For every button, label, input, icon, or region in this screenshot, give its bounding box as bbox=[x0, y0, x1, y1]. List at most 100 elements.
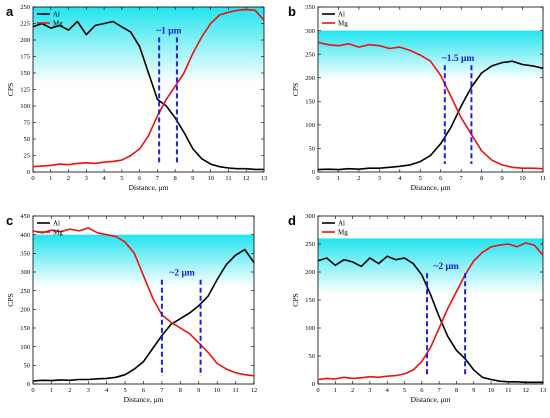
x-tick-label: 10 bbox=[488, 387, 495, 394]
y-tick-label: 450 bbox=[20, 213, 30, 220]
x-tick-label: 10 bbox=[214, 387, 221, 394]
y-tick-label: 0 bbox=[312, 381, 315, 388]
x-tick-label: 11 bbox=[232, 387, 238, 394]
y-tick-label: 150 bbox=[305, 98, 315, 105]
panel-label: d bbox=[288, 213, 296, 228]
y-tick-label: 300 bbox=[20, 269, 30, 276]
legend-label-al: Al bbox=[53, 220, 60, 228]
y-tick-label: 150 bbox=[305, 297, 315, 304]
x-tick-label: 1 bbox=[50, 387, 53, 394]
y-tick-label: 150 bbox=[20, 325, 30, 332]
x-tick-label: 12 bbox=[243, 175, 250, 182]
panel-label: b bbox=[288, 4, 296, 19]
x-tick-label: 3 bbox=[378, 175, 381, 182]
series-line-mg bbox=[317, 41, 544, 170]
x-tick-label: 5 bbox=[123, 387, 126, 394]
x-tick-label: 12 bbox=[251, 387, 258, 394]
x-tick-label: 4 bbox=[398, 175, 402, 182]
panel-c: c0 1 2 3 4 5 6 7 8 9 10 11 1205010015020025030035040… bbox=[6, 213, 257, 404]
y-tick-label: 250 bbox=[20, 4, 30, 11]
x-tick-label: 4 bbox=[386, 387, 390, 394]
width-annotation: ~1.5 μm bbox=[442, 54, 475, 64]
y-tick-label: 250 bbox=[305, 241, 315, 248]
y-tick-label: 0 bbox=[312, 169, 315, 176]
panel-label: a bbox=[6, 4, 14, 19]
width-annotation: ~1 μm bbox=[156, 26, 181, 36]
x-tick-label: 7 bbox=[160, 387, 164, 394]
x-axis-label: Distance, μm bbox=[411, 183, 451, 192]
legend-label-mg: Mg bbox=[53, 229, 63, 237]
legend-label-al: Al bbox=[338, 11, 345, 19]
y-tick-label: 100 bbox=[305, 325, 315, 332]
plot-frame bbox=[317, 6, 544, 173]
x-tick-label: 8 bbox=[455, 387, 458, 394]
legend-label-al: Al bbox=[53, 11, 60, 19]
y-tick-label: 125 bbox=[20, 87, 30, 94]
x-tick-label: 6 bbox=[420, 387, 424, 394]
panel-label: c bbox=[6, 213, 13, 228]
x-tick-label: 8 bbox=[174, 175, 177, 182]
y-axis-label: CPS bbox=[291, 83, 300, 96]
x-tick-label: 11 bbox=[540, 175, 546, 182]
panel-d: d0 1 2 3 4 5 6 7 8 9 10 11 12 13050100150200250300Dis… bbox=[288, 213, 546, 404]
x-tick-label: 5 bbox=[120, 175, 123, 182]
x-tick-label: 9 bbox=[472, 387, 475, 394]
x-tick-label: 5 bbox=[419, 175, 422, 182]
y-tick-label: 0 bbox=[27, 169, 30, 176]
x-tick-label: 2 bbox=[351, 387, 354, 394]
x-tick-label: 5 bbox=[403, 387, 406, 394]
x-tick-label: 1 bbox=[49, 175, 52, 182]
y-tick-label: 50 bbox=[309, 353, 316, 360]
x-tick-label: 4 bbox=[105, 387, 109, 394]
x-tick-label: 1 bbox=[334, 387, 337, 394]
x-tick-label: 9 bbox=[500, 175, 503, 182]
y-tick-label: 100 bbox=[20, 103, 30, 110]
x-tick-label: 0 bbox=[316, 387, 319, 394]
y-axis-label: CPS bbox=[291, 293, 300, 306]
x-axis-label: Distance, μm bbox=[124, 395, 164, 404]
x-tick-label: 12 bbox=[522, 387, 529, 394]
x-tick-label: 7 bbox=[460, 175, 464, 182]
y-tick-label: 100 bbox=[305, 122, 315, 129]
y-tick-label: 400 bbox=[20, 232, 30, 239]
x-axis-label: Distance, μm bbox=[129, 183, 169, 192]
y-tick-label: 50 bbox=[24, 363, 31, 370]
highlight-band bbox=[33, 234, 254, 287]
highlight-band bbox=[318, 238, 543, 295]
y-tick-label: 200 bbox=[305, 269, 315, 276]
x-tick-label: 8 bbox=[480, 175, 483, 182]
x-tick-label: 10 bbox=[207, 175, 214, 182]
legend-label-mg: Mg bbox=[53, 20, 63, 28]
x-axis-label: Distance, μm bbox=[411, 395, 451, 404]
y-tick-label: 0 bbox=[27, 381, 30, 388]
y-tick-label: 75 bbox=[24, 120, 31, 127]
y-tick-label: 200 bbox=[20, 37, 30, 44]
series-line-al bbox=[32, 20, 264, 171]
panel-b: b 0 1 2 3 4 5 6 7 8 9 10 11 0 50 100 150 200 250 300 350 Dist… bbox=[288, 4, 546, 192]
x-tick-label: 2 bbox=[68, 387, 71, 394]
x-tick-label: 13 bbox=[540, 387, 547, 394]
legend-label-mg: Mg bbox=[338, 229, 348, 237]
x-tick-label: 11 bbox=[225, 175, 231, 182]
x-tick-label: 11 bbox=[505, 387, 511, 394]
highlight-band bbox=[318, 30, 543, 81]
y-tick-label: 350 bbox=[20, 251, 30, 258]
x-tick-label: 2 bbox=[67, 175, 70, 182]
x-tick-label: 6 bbox=[142, 387, 146, 394]
x-tick-label: 1 bbox=[337, 175, 340, 182]
y-axis-label: CPS bbox=[6, 83, 15, 96]
series-line-al bbox=[32, 248, 255, 382]
y-tick-label: 50 bbox=[309, 146, 316, 153]
x-tick-label: 7 bbox=[156, 175, 160, 182]
x-tick-label: 9 bbox=[191, 175, 194, 182]
x-tick-label: 4 bbox=[102, 175, 106, 182]
x-tick-label: 7 bbox=[438, 387, 442, 394]
x-tick-label: 13 bbox=[261, 175, 268, 182]
width-annotation: ~2 μm bbox=[433, 262, 458, 272]
x-tick-label: 9 bbox=[197, 387, 200, 394]
y-axis-label: CPS bbox=[6, 293, 15, 306]
series-line-al bbox=[317, 255, 543, 384]
x-tick-label: 3 bbox=[87, 387, 90, 394]
y-tick-label: 100 bbox=[20, 344, 30, 351]
